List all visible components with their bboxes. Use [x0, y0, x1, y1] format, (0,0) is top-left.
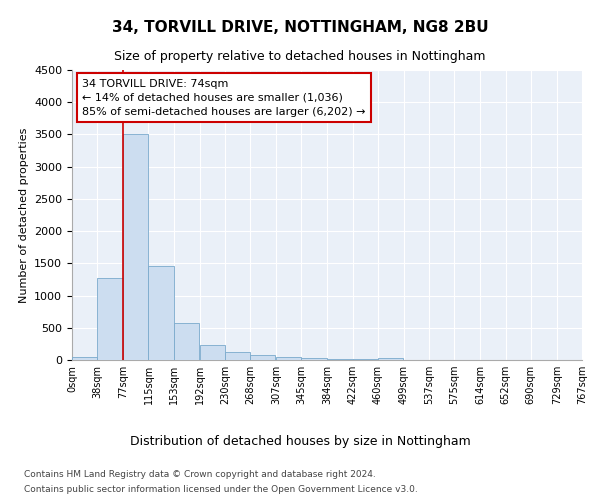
Bar — [250, 355, 275, 360]
Text: 34, TORVILL DRIVE, NOTTINGHAM, NG8 2BU: 34, TORVILL DRIVE, NOTTINGHAM, NG8 2BU — [112, 20, 488, 35]
Bar — [97, 278, 122, 360]
Text: Contains public sector information licensed under the Open Government Licence v3: Contains public sector information licen… — [24, 485, 418, 494]
Bar — [200, 344, 225, 360]
Bar — [225, 352, 250, 360]
Bar — [378, 358, 403, 360]
Bar — [301, 358, 326, 360]
Text: Distribution of detached houses by size in Nottingham: Distribution of detached houses by size … — [130, 435, 470, 448]
Bar — [276, 357, 301, 360]
Text: Size of property relative to detached houses in Nottingham: Size of property relative to detached ho… — [114, 50, 486, 63]
Bar — [174, 322, 199, 360]
Y-axis label: Number of detached properties: Number of detached properties — [19, 128, 29, 302]
Bar — [72, 357, 97, 360]
Text: Contains HM Land Registry data © Crown copyright and database right 2024.: Contains HM Land Registry data © Crown c… — [24, 470, 376, 479]
Bar — [328, 359, 353, 360]
Text: 34 TORVILL DRIVE: 74sqm
← 14% of detached houses are smaller (1,036)
85% of semi: 34 TORVILL DRIVE: 74sqm ← 14% of detache… — [82, 78, 366, 116]
Bar — [123, 134, 148, 360]
Bar — [148, 266, 174, 360]
